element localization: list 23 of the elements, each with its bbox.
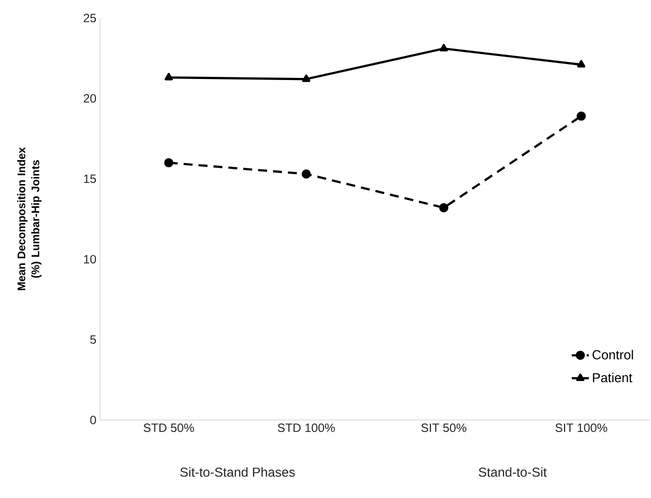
text: Sit-to-Stand Phases xyxy=(180,467,295,477)
point xyxy=(577,60,586,68)
point xyxy=(302,74,310,82)
y-tick-label: 5 xyxy=(90,335,96,344)
y-tick-label: 10 xyxy=(84,254,96,264)
point xyxy=(164,72,173,80)
y-tick-label: 15 xyxy=(84,174,96,183)
y-axis-title: Mean Decomposition Index (%) Lumbar-Hip Joints xyxy=(17,147,42,290)
legend-label: Patient xyxy=(592,372,632,382)
x-tick-label: STD 100% xyxy=(278,424,335,432)
point xyxy=(440,44,448,52)
x-tick-label: SIT 100% xyxy=(555,424,608,432)
y-tick-label: 20 xyxy=(84,94,96,103)
point xyxy=(439,203,448,212)
text: Stand-to-Sit xyxy=(478,467,547,477)
point xyxy=(302,169,311,179)
x-tick-label: STD 50% xyxy=(144,424,194,432)
point xyxy=(576,112,586,121)
point xyxy=(164,158,174,168)
y-tick-label: 0 xyxy=(90,416,96,424)
x-tick-label: SIT 50% xyxy=(421,424,466,432)
legend-label: Control xyxy=(592,350,633,360)
y-tick-label: 25 xyxy=(84,14,96,22)
